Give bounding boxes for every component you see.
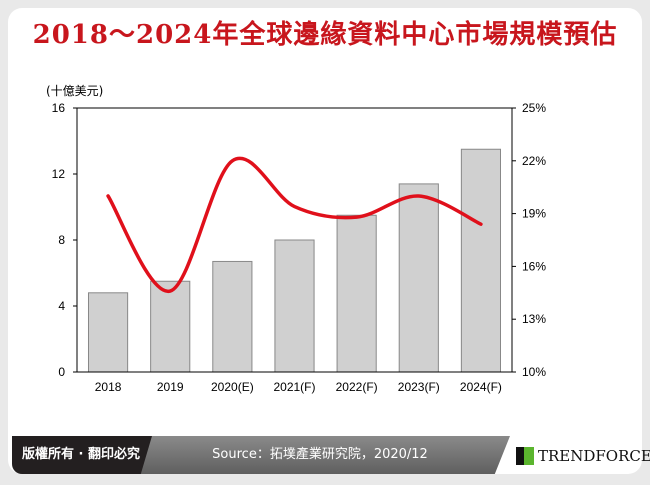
- y-tick-label: 12: [52, 167, 66, 181]
- y2-tick-label: 22%: [522, 154, 546, 168]
- y2-tick-label: 19%: [522, 207, 546, 221]
- bar-2024(F): [460, 148, 502, 373]
- y-tick-label: 4: [58, 299, 65, 313]
- y2-tick-label: 16%: [522, 259, 546, 273]
- y-tick-label: 0: [58, 365, 65, 379]
- chart-panel: [8, 8, 642, 474]
- y-axis-unit: (十億美元): [46, 84, 104, 98]
- source-bar: Source：拓墣產業研究院，2020/12: [130, 436, 510, 474]
- y-tick-label: 16: [52, 101, 66, 115]
- bar-2021(F): [274, 239, 315, 373]
- y2-tick-label: 13%: [522, 312, 546, 326]
- copyright-label: 版權所有 · 翻印必究: [12, 436, 152, 474]
- x-tick-label: 2019: [157, 380, 184, 394]
- footer: Source：拓墣產業研究院，2020/12 版權所有 · 翻印必究 TREND…: [0, 436, 650, 474]
- x-tick-label: 2020(E): [211, 380, 254, 394]
- bar-2019: [150, 280, 191, 373]
- source-text: Source：拓墣產業研究院，2020/12: [212, 447, 428, 462]
- y2-tick-label: 25%: [522, 101, 546, 115]
- logo-text: TRENDFORCE: [538, 447, 650, 465]
- x-tick-label: 2021(F): [273, 380, 315, 394]
- bar-2020(E): [212, 260, 253, 373]
- growth-line: [106, 156, 483, 293]
- bar-2022(F): [336, 214, 377, 373]
- x-tick-label: 2024(F): [460, 380, 502, 394]
- trendforce-logo: TRENDFORCE: [516, 440, 650, 472]
- y2-tick-label: 10%: [522, 365, 546, 379]
- chart: 2018 2019 2020(E) 2021(F) 2022(F) 2023(F) 2024…: [52, 101, 547, 394]
- x-tick-label: 2022(F): [336, 380, 378, 394]
- trendforce-logo-icon: [516, 447, 534, 465]
- bar-2023(F): [398, 183, 439, 373]
- x-tick-label: 2023(F): [398, 380, 440, 394]
- x-tick-label: 2018: [95, 380, 122, 394]
- chart-title: 2018～2024年全球邊緣資料中心市場規模預估: [32, 20, 618, 50]
- y-tick-label: 8: [58, 233, 65, 247]
- bar-2018: [87, 292, 129, 373]
